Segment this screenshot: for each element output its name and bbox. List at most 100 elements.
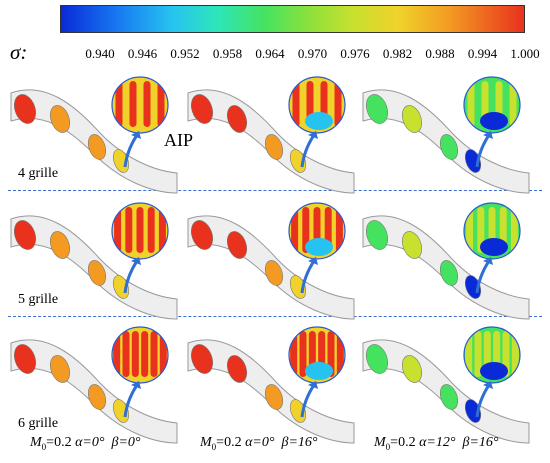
contour-stripe [141,331,149,377]
contour-outline [288,326,346,384]
colorbar-tick-label: 0.958 [212,46,243,61]
contour-stripe [147,207,155,253]
duct-section [401,231,423,259]
duct-panel [187,326,355,444]
contour-stripe [129,81,137,127]
duct-section [401,355,423,383]
duct-section [264,134,284,160]
duct-panel [362,326,530,444]
row-divider [8,190,542,191]
contour-stripe [335,207,343,253]
contour-stripe [302,207,310,253]
duct-section [13,94,37,124]
aip-contour [463,76,521,134]
contour-stripe [150,331,158,377]
arrow-head [483,131,493,139]
colorbar-tick-label: 0.970 [297,46,328,61]
contour-low-region [480,112,508,130]
contour-outline [463,76,521,134]
duct-section [190,344,214,374]
colorbar-tick-label: 0.964 [255,46,285,61]
contour-stripe [292,81,300,127]
row-label-4-grille: 4 grille [18,166,59,181]
duct-section [226,355,248,383]
aip-contour [288,326,346,384]
duct-panel [10,202,178,320]
duct-section [439,260,459,286]
contour-outline [463,326,521,384]
contour-stripe [157,81,165,127]
colorbar [60,5,525,33]
duct-section [264,260,284,286]
caption-case-2: M0=0.2 α=0° β=16° [200,435,318,452]
contour-outline [111,326,169,384]
duct-section [401,105,423,133]
duct-section [13,220,37,250]
contour-stripe [291,207,299,253]
arrow-head [483,257,493,265]
duct-section [264,384,284,410]
colorbar-tick-label: 0.952 [170,46,200,61]
arrow-head [308,257,318,265]
colorbar-tick-label: 0.994 [467,46,498,61]
contour-stripe [474,331,482,377]
duct-section [87,134,107,160]
duct-section [49,105,71,133]
contour-stripe [467,81,475,127]
contour-outline [288,202,346,260]
caption-case-3: M0=0.2 α=12° β=16° [374,435,499,452]
duct-section [87,384,107,410]
contour-low-region [305,362,333,380]
caption-case-1: M0=0.2 α=0° β=0° [30,435,141,452]
arrow-head [131,131,141,139]
aip-label: AIP [164,130,194,150]
duct-panel [10,326,178,444]
contour-stripe [509,81,517,127]
contour-stripe [125,207,133,253]
duct-section [365,344,389,374]
contour-outline [111,76,169,134]
aip-contour [111,202,169,260]
colorbar-tick-label: 0.982 [382,46,413,61]
contour-low-region [305,112,333,130]
aip-contour [463,326,521,384]
aip-contour [111,76,169,134]
contour-stripe [477,207,485,253]
contour-outline [111,202,169,260]
duct-section [49,355,71,383]
arrow-head [308,381,318,389]
aip-contour [288,76,346,134]
duct-section [365,94,389,124]
arrow-head [131,381,141,389]
contour-low-region [480,362,508,380]
row-label-5-grille: 5 grille [18,292,59,307]
duct-panel [362,202,530,320]
colorbar-tick-label: 0.940 [85,46,115,61]
contour-stripe [131,331,139,377]
duct-section [190,220,214,250]
duct-panel [362,76,530,194]
contour-stripe [158,207,166,253]
arrow-head [131,257,141,265]
arrow-head [483,381,493,389]
contour-stripe [299,331,307,377]
contour-stripe [510,207,518,253]
contour-outline [463,202,521,260]
colorbar-tick-label: 0.976 [340,46,370,61]
contour-stripe [143,81,151,127]
duct-section [439,384,459,410]
duct-section [13,344,37,374]
duct-panel [187,202,355,320]
duct-section [226,231,248,259]
contour-stripe [122,331,130,377]
contour-stripe [136,207,144,253]
duct-panel [187,76,355,194]
aip-contour [463,202,521,260]
contour-background [112,327,168,383]
duct-section [87,260,107,286]
contour-low-region [305,238,333,256]
contour-stripe [115,81,123,127]
row-divider [8,316,542,317]
aip-contour [288,202,346,260]
duct-section [439,134,459,160]
